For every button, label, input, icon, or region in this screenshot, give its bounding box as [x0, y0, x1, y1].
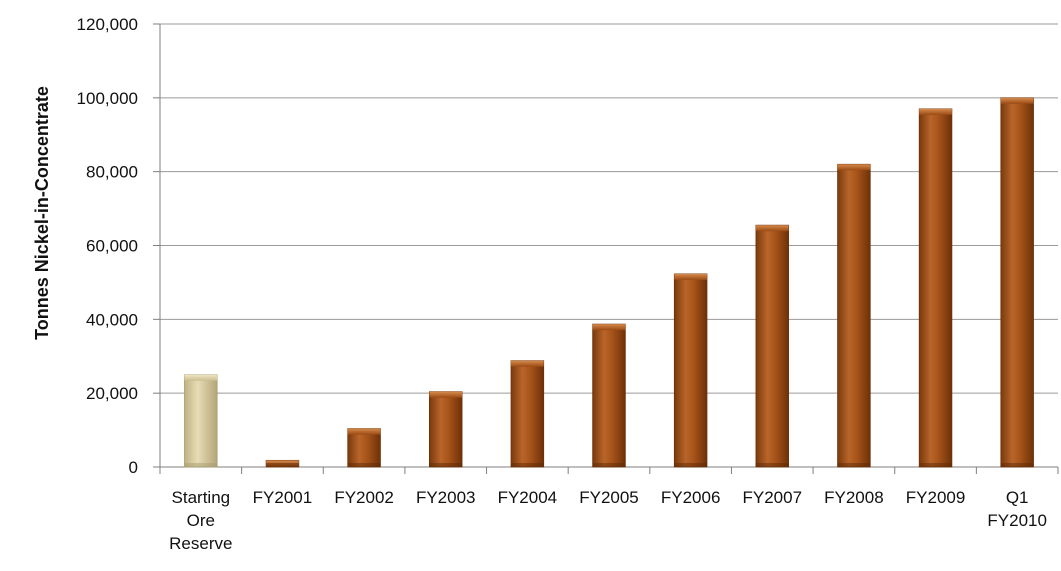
gridlines: [160, 23, 1058, 394]
x-axis: [159, 466, 1059, 474]
bar: [428, 391, 463, 468]
bar-cap: [1000, 97, 1034, 104]
bar-body: [347, 428, 381, 468]
x-category-label: FY2003: [416, 488, 476, 507]
x-category-label: Q1 FY2010: [987, 488, 1047, 530]
y-tick-label: 40,000: [86, 310, 138, 329]
bar-body: [918, 108, 953, 468]
bar: [265, 459, 300, 468]
bar-body: [592, 323, 626, 468]
bar-body: [428, 391, 463, 468]
bar: [837, 163, 871, 468]
x-category-label: FY2009: [906, 488, 966, 507]
bar: [592, 323, 626, 468]
bar-body: [673, 273, 708, 468]
y-tick-label: 20,000: [86, 384, 138, 403]
bar-starting-ore-reserve: [184, 374, 218, 468]
bar-base: [1000, 463, 1034, 467]
bar-cap: [837, 164, 871, 171]
bar-base: [919, 463, 952, 467]
bar: [918, 108, 953, 468]
y-tick-label: 0: [129, 458, 138, 477]
bar-base: [511, 463, 544, 467]
bar-body: [837, 163, 871, 468]
x-category-label: FY2002: [334, 488, 394, 507]
bar-cap: [755, 225, 789, 232]
bar-base: [429, 463, 463, 467]
bar-base: [755, 463, 789, 467]
category-labels: Starting Ore Reserve FY2001 FY2002 FY2003 FY20…: [169, 488, 1047, 553]
bar-base: [592, 463, 626, 467]
bar-cap: [347, 428, 381, 435]
bar-base: [266, 463, 299, 467]
bar-cap: [184, 374, 218, 381]
bar-cap: [592, 324, 626, 331]
bar: [755, 224, 789, 468]
bars: [184, 97, 1034, 468]
bar-base: [837, 463, 871, 467]
bar: [1000, 97, 1034, 468]
bar-base: [347, 463, 381, 467]
y-tick-label: 100,000: [77, 89, 138, 108]
x-category-label: FY2007: [742, 488, 802, 507]
bar: [510, 360, 545, 468]
bar-base: [674, 463, 707, 467]
x-category-label: FY2008: [824, 488, 884, 507]
x-category-label: FY2001: [253, 488, 313, 507]
bar-cap: [674, 273, 707, 280]
y-axis: 0 20,000 40,000 60,000 80,000 100,000 120,000: [77, 15, 161, 477]
x-category-label: FY2005: [579, 488, 639, 507]
bar-body: [1000, 97, 1034, 468]
bar-cap: [919, 108, 952, 115]
y-tick-label: 120,000: [77, 15, 138, 34]
bar-body: [755, 224, 789, 468]
x-category-label: FY2004: [498, 488, 558, 507]
bar-cap: [429, 391, 463, 398]
y-tick-label: 80,000: [86, 163, 138, 182]
bar-body: [510, 360, 545, 468]
bar: [673, 273, 708, 468]
y-tick-label: 60,000: [86, 237, 138, 256]
x-category-label: FY2006: [661, 488, 721, 507]
bar-cap: [511, 360, 544, 367]
bar: [347, 428, 381, 468]
bar-body: [184, 374, 218, 468]
y-axis-title: Tonnes Nickel-in-Concentrate: [32, 86, 52, 340]
x-category-label: Starting Ore Reserve: [169, 488, 232, 553]
bar-base: [184, 463, 218, 467]
